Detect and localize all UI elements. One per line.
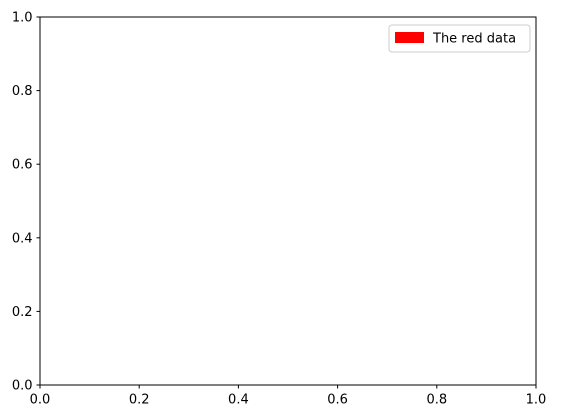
legend-frame [388, 24, 531, 53]
y-tick-label: 0.6 [12, 158, 33, 173]
x-tick-label: 0.0 [30, 393, 51, 408]
legend: The red data [388, 24, 531, 53]
y-tick-label: 0.8 [12, 84, 33, 99]
plot-area [40, 17, 536, 385]
y-tick-label: 0.4 [12, 231, 33, 246]
legend-label: The red data [432, 32, 516, 47]
y-axis: 0.0 0.2 0.4 0.6 0.8 1.0 [12, 11, 40, 394]
x-axis: 0.0 0.2 0.4 0.6 0.8 1.0 [30, 385, 547, 408]
legend-swatch-red [395, 32, 424, 43]
y-tick-label: 0.0 [12, 379, 33, 394]
x-tick-label: 0.4 [228, 393, 249, 408]
y-tick-label: 0.2 [12, 305, 33, 320]
x-tick-label: 0.6 [327, 393, 348, 408]
x-tick-label: 0.2 [129, 393, 150, 408]
plot-frame [39, 16, 537, 386]
x-tick-label: 0.8 [426, 393, 447, 408]
x-tick-label: 1.0 [526, 393, 547, 408]
y-tick-label: 1.0 [12, 11, 33, 26]
